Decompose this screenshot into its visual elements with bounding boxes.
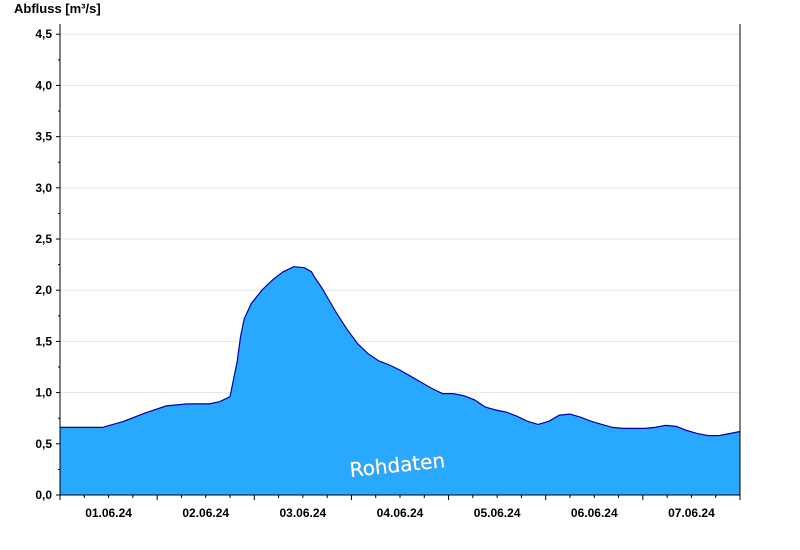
y-tick-label: 2,0 — [35, 283, 52, 297]
y-tick-label: 3,0 — [35, 181, 52, 195]
x-axis-ticks: 01.06.24 02.06.24 03.06.24 04.06.24 05.06.24… — [59, 495, 741, 520]
y-axis-ticks: 0,0 0,5 1,0 1,5 2,0 2,5 3,0 3,5 4,0 4,5 — [35, 27, 60, 502]
x-tick-label: 03.06.24 — [279, 506, 326, 520]
x-tick-label: 01.06.24 — [85, 506, 132, 520]
y-tick-label: 3,5 — [35, 130, 52, 144]
x-tick-label: 07.06.24 — [668, 506, 715, 520]
y-tick-label: 2,5 — [35, 232, 52, 246]
discharge-area — [60, 266, 740, 495]
y-tick-label: 0,0 — [35, 488, 52, 502]
y-tick-label: 1,5 — [35, 334, 52, 348]
x-tick-label: 04.06.24 — [377, 506, 424, 520]
y-tick-label: 4,0 — [35, 78, 52, 92]
y-tick-label: 4,5 — [35, 27, 52, 41]
y-axis-label: Abfluss [m³/s] — [14, 1, 101, 16]
x-tick-label: 05.06.24 — [474, 506, 521, 520]
discharge-line — [60, 266, 741, 437]
x-tick-label: 06.06.24 — [571, 506, 618, 520]
y-tick-label: 0,5 — [35, 437, 52, 451]
x-tick-label: 02.06.24 — [182, 506, 229, 520]
y-tick-label: 1,0 — [35, 386, 52, 400]
